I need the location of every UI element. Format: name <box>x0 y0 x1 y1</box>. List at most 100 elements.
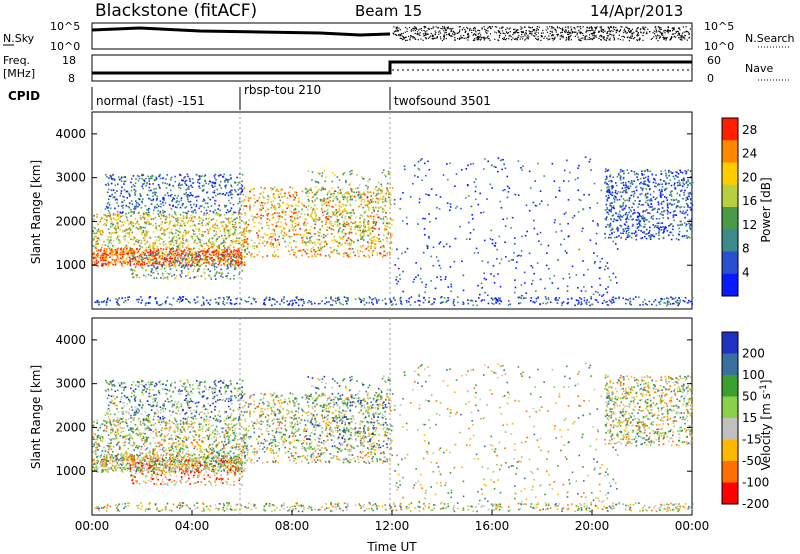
power-point <box>651 234 654 236</box>
noise-point <box>616 30 618 32</box>
power-point <box>661 190 663 193</box>
power-point <box>104 208 107 210</box>
power-point <box>175 214 178 217</box>
power-point <box>240 191 243 193</box>
noise-point <box>552 39 554 41</box>
noise-point <box>659 32 661 34</box>
power-point <box>218 174 220 177</box>
power-point <box>500 159 503 161</box>
power-point <box>179 187 182 190</box>
noise-point <box>453 34 455 36</box>
power-point <box>336 197 339 200</box>
power-point <box>279 205 282 208</box>
power-point <box>256 254 259 256</box>
power-point <box>326 229 329 232</box>
power-point <box>461 168 463 171</box>
power-point <box>367 254 370 257</box>
power-point <box>140 206 143 209</box>
power-point <box>600 189 603 192</box>
power-point <box>324 188 326 191</box>
power-point <box>180 197 183 199</box>
power-point <box>381 191 383 193</box>
power-point <box>500 258 503 261</box>
power-point <box>399 207 401 210</box>
power-point <box>103 257 106 260</box>
noise-point <box>427 37 429 39</box>
noise-point <box>477 35 479 37</box>
power-point <box>130 268 133 271</box>
noise-point <box>412 27 415 30</box>
power-point <box>306 237 308 240</box>
power-point <box>105 264 107 266</box>
power-point <box>289 236 291 239</box>
power-point <box>176 206 178 209</box>
power-point <box>140 253 142 256</box>
noise-point <box>489 39 491 41</box>
power-point <box>444 278 447 281</box>
power-point <box>137 202 139 205</box>
noise-point <box>508 38 510 40</box>
power-point <box>325 219 328 222</box>
power-point <box>285 234 288 236</box>
power-point <box>614 276 617 279</box>
power-point <box>426 245 429 248</box>
power-point <box>208 213 211 216</box>
power-point <box>129 262 132 264</box>
power-point <box>293 226 295 229</box>
power-point <box>160 214 163 216</box>
power-point <box>280 221 283 224</box>
power-point <box>205 253 207 255</box>
power-point <box>375 221 378 223</box>
power-point <box>301 208 304 211</box>
power-point <box>567 222 569 225</box>
power-point <box>245 230 248 232</box>
power-point <box>321 224 324 227</box>
power-point <box>255 216 258 219</box>
noise-point <box>590 29 593 31</box>
noise-point <box>479 39 482 41</box>
power-point <box>272 188 274 190</box>
noise-point <box>431 34 434 36</box>
power-point <box>308 189 311 191</box>
noise-point <box>595 36 597 38</box>
noise-point <box>559 35 561 37</box>
power-point <box>152 192 154 194</box>
power-point <box>182 256 185 259</box>
noise-point <box>498 30 501 32</box>
power-point <box>284 214 287 216</box>
power-point <box>192 260 195 263</box>
power-point <box>176 199 179 202</box>
power-point <box>597 291 599 294</box>
power-point <box>315 255 317 258</box>
noise-point <box>473 34 475 36</box>
noise-point <box>656 36 658 38</box>
power-point <box>145 247 148 249</box>
noise-point <box>448 32 450 34</box>
power-point <box>675 171 677 173</box>
power-point <box>178 227 181 230</box>
power-point <box>362 178 364 180</box>
power-point <box>677 205 680 208</box>
power-point <box>593 262 596 265</box>
power-point <box>92 239 95 242</box>
noise-point <box>480 36 482 39</box>
power-point <box>105 250 108 252</box>
power-point <box>368 256 371 258</box>
power-point <box>396 283 398 285</box>
power-point <box>435 194 438 196</box>
noise-point <box>537 29 539 31</box>
power-point <box>256 213 258 216</box>
power-point <box>326 193 329 196</box>
power-point <box>577 189 580 192</box>
power-point <box>590 286 593 288</box>
power-point <box>382 208 384 210</box>
power-point <box>172 224 175 227</box>
power-point <box>181 242 184 244</box>
power-point <box>417 274 420 277</box>
power-point <box>175 236 178 238</box>
power-point <box>240 251 243 254</box>
noise-point <box>602 29 604 32</box>
noise-point <box>606 37 608 39</box>
power-point <box>129 264 132 267</box>
noise-point <box>549 30 551 33</box>
